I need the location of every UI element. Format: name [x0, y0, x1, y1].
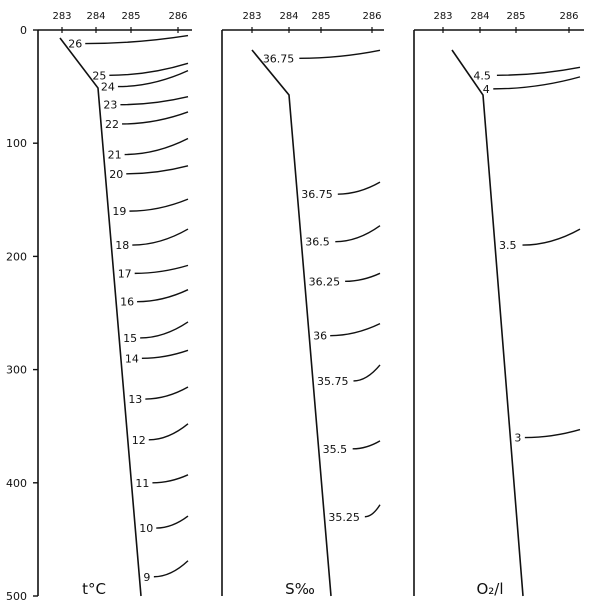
isoline: [132, 228, 189, 246]
isoline: [364, 504, 381, 518]
isoline-label: 36: [313, 330, 327, 343]
isoline-label: 23: [103, 99, 117, 112]
isoline: [141, 349, 189, 359]
isoline: [134, 264, 189, 275]
isoline-label: 15: [123, 332, 137, 345]
isoline-label: 14: [125, 352, 139, 365]
y-tick-label: 200: [6, 250, 27, 263]
isoline-label: 35.75: [317, 375, 349, 388]
isoline-label: 4: [483, 83, 490, 96]
x-tick-label: 286: [362, 11, 381, 22]
x-tick-label: 286: [168, 11, 187, 22]
isoline: [120, 96, 189, 106]
isoline-label: 25: [92, 69, 106, 82]
isoline: [152, 474, 189, 484]
isoline: [140, 321, 189, 339]
isoline: [335, 225, 381, 243]
isoline: [117, 69, 189, 88]
x-tick-label: 285: [506, 11, 525, 22]
panel-label: t°C: [82, 580, 106, 598]
isoline: [145, 386, 189, 400]
isoline-label: 24: [101, 81, 115, 94]
y-tick-label: 500: [6, 590, 27, 603]
isoline-label: 17: [118, 267, 132, 280]
isoline-label: 3: [514, 432, 521, 445]
isoline-label: 36.25: [309, 275, 341, 288]
isoline-label: 16: [120, 296, 134, 309]
isoline-label: 13: [128, 393, 142, 406]
panel-label: O₂/l: [476, 580, 503, 598]
isoline-label: 19: [112, 205, 126, 218]
x-tick-label: 283: [52, 11, 71, 22]
isoline: [352, 440, 381, 450]
isoline: [522, 228, 581, 246]
isoline: [148, 423, 189, 441]
isoline-label: 11: [135, 477, 149, 490]
x-tick-label: 284: [470, 11, 489, 22]
isoline-label: 36.75: [301, 188, 333, 201]
isoline: [126, 165, 189, 175]
profile-line: [251, 49, 332, 597]
isoline-label: 26: [68, 38, 82, 51]
isoline: [330, 323, 381, 337]
profile-line: [451, 49, 524, 597]
isoline: [337, 181, 381, 195]
isoline: [496, 66, 581, 76]
isoline-label: 12: [132, 434, 146, 447]
isoline: [345, 272, 381, 283]
isoline-label: 9: [143, 571, 150, 584]
isoline: [109, 62, 189, 76]
x-tick-label: 284: [86, 11, 105, 22]
y-tick-label: 100: [6, 137, 27, 150]
isoline: [137, 289, 189, 303]
y-tick-label: 0: [20, 24, 27, 37]
isoline: [124, 137, 189, 156]
isoline: [353, 364, 381, 382]
isoline-label: 20: [109, 168, 123, 181]
isoline-label: 35.25: [328, 511, 360, 524]
isoline-label: 35.5: [323, 443, 348, 456]
isoline: [156, 515, 189, 529]
x-tick-label: 285: [121, 11, 140, 22]
isoline: [493, 76, 581, 90]
isoline: [153, 560, 189, 578]
isoline-label: 21: [108, 149, 122, 162]
isoline-label: 36.5: [305, 236, 330, 249]
x-tick-label: 285: [311, 11, 330, 22]
y-tick-label: 400: [6, 477, 27, 490]
profile-line: [59, 37, 142, 597]
isoline-label: 3.5: [499, 239, 517, 252]
x-tick-label: 286: [559, 11, 578, 22]
isoline: [129, 198, 189, 212]
isoline: [299, 49, 381, 59]
x-tick-label: 284: [279, 11, 298, 22]
isoline-label: 4.5: [473, 69, 491, 82]
x-tick-label: 283: [242, 11, 261, 22]
x-tick-label: 283: [433, 11, 452, 22]
isoline-label: 36.75: [263, 52, 295, 65]
y-tick-label: 300: [6, 364, 27, 377]
isoline-label: 18: [115, 239, 129, 252]
panel-label: S‰: [285, 580, 315, 598]
isoline: [85, 34, 189, 45]
isoline: [524, 428, 581, 439]
isoline: [122, 111, 189, 125]
isoline-label: 10: [139, 522, 153, 535]
isoline-label: 22: [105, 118, 119, 131]
